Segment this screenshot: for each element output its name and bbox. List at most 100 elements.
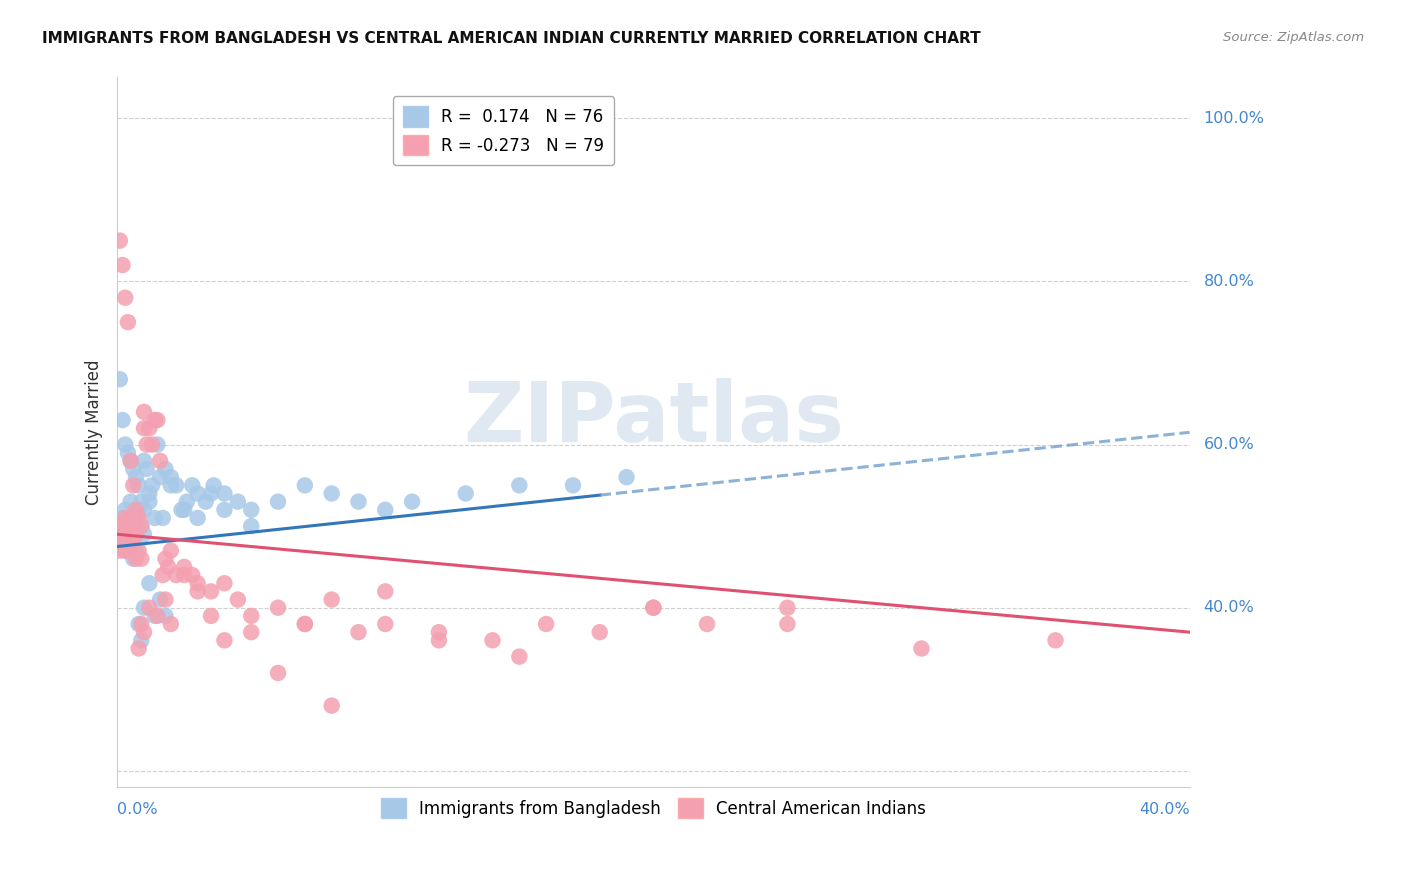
Point — [374, 503, 396, 517]
Point — [181, 568, 204, 582]
Point — [141, 437, 163, 451]
Point — [120, 494, 142, 508]
Point — [589, 625, 612, 640]
Text: Source: ZipAtlas.com: Source: ZipAtlas.com — [1223, 31, 1364, 45]
Point — [643, 600, 665, 615]
Point — [294, 478, 316, 492]
Text: 0.0%: 0.0% — [117, 802, 157, 817]
Point — [194, 494, 217, 508]
Point — [111, 511, 134, 525]
Point — [108, 535, 131, 549]
Point — [120, 535, 142, 549]
Point — [165, 478, 187, 492]
Point — [149, 454, 172, 468]
Point — [173, 560, 195, 574]
Point — [202, 478, 225, 492]
Point — [111, 511, 134, 525]
Point — [200, 608, 222, 623]
Point — [131, 519, 153, 533]
Point — [267, 494, 290, 508]
Point — [294, 617, 316, 632]
Point — [454, 486, 477, 500]
Point — [696, 617, 718, 632]
Point — [122, 535, 145, 549]
Point — [117, 527, 139, 541]
Point — [240, 625, 263, 640]
Point — [562, 478, 585, 492]
Point — [143, 608, 166, 623]
Point — [131, 519, 153, 533]
Point — [159, 478, 181, 492]
Point — [143, 511, 166, 525]
Point — [111, 519, 134, 533]
Point — [128, 511, 150, 525]
Point — [427, 625, 450, 640]
Point — [125, 503, 148, 517]
Point — [181, 478, 204, 492]
Point — [226, 494, 249, 508]
Point — [122, 478, 145, 492]
Point — [138, 576, 160, 591]
Point — [108, 234, 131, 248]
Point — [374, 584, 396, 599]
Point — [176, 494, 198, 508]
Point — [117, 543, 139, 558]
Point — [173, 503, 195, 517]
Point — [117, 519, 139, 533]
Point — [508, 478, 530, 492]
Point — [108, 543, 131, 558]
Point — [616, 470, 638, 484]
Point — [117, 511, 139, 525]
Point — [149, 470, 172, 484]
Point — [1045, 633, 1067, 648]
Point — [114, 437, 136, 451]
Point — [321, 698, 343, 713]
Point — [481, 633, 503, 648]
Point — [776, 600, 799, 615]
Point — [321, 592, 343, 607]
Point — [170, 503, 193, 517]
Point — [146, 437, 169, 451]
Text: 100.0%: 100.0% — [1204, 111, 1264, 126]
Point — [111, 535, 134, 549]
Point — [173, 568, 195, 582]
Point — [294, 617, 316, 632]
Point — [155, 462, 177, 476]
Point — [114, 503, 136, 517]
Point — [138, 494, 160, 508]
Point — [132, 527, 155, 541]
Point — [128, 617, 150, 632]
Point — [117, 543, 139, 558]
Text: 80.0%: 80.0% — [1204, 274, 1254, 289]
Point — [187, 511, 209, 525]
Point — [125, 503, 148, 517]
Point — [155, 551, 177, 566]
Point — [108, 519, 131, 533]
Point — [128, 543, 150, 558]
Legend: Immigrants from Bangladesh, Central American Indians: Immigrants from Bangladesh, Central Amer… — [374, 791, 932, 825]
Point — [114, 511, 136, 525]
Point — [128, 503, 150, 517]
Point — [122, 519, 145, 533]
Point — [125, 470, 148, 484]
Point — [132, 600, 155, 615]
Point — [132, 421, 155, 435]
Point — [267, 600, 290, 615]
Point — [240, 503, 263, 517]
Point — [240, 519, 263, 533]
Point — [120, 511, 142, 525]
Point — [267, 665, 290, 680]
Point — [122, 462, 145, 476]
Point — [131, 551, 153, 566]
Text: 40.0%: 40.0% — [1204, 600, 1254, 615]
Point — [125, 543, 148, 558]
Point — [214, 503, 236, 517]
Point — [149, 592, 172, 607]
Point — [132, 454, 155, 468]
Point — [187, 576, 209, 591]
Point — [138, 486, 160, 500]
Point — [214, 576, 236, 591]
Point — [776, 617, 799, 632]
Point — [135, 462, 157, 476]
Point — [143, 413, 166, 427]
